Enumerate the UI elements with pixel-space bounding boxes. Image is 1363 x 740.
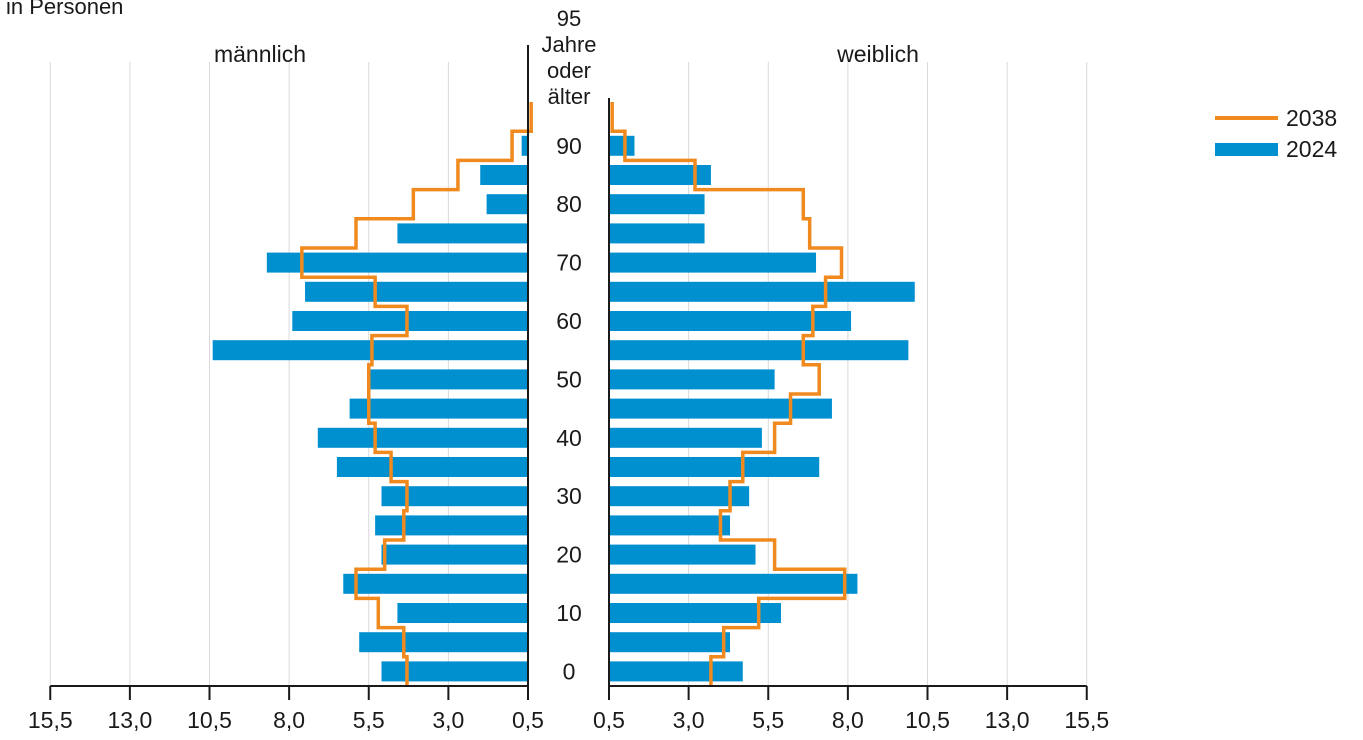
x-tick-label-female: 8,0 (832, 707, 864, 733)
bar-male-2024 (381, 486, 528, 507)
bar-male-2024 (480, 165, 528, 185)
bar-male-2024 (305, 281, 528, 302)
x-tick-label-male: 8,0 (273, 707, 305, 733)
bar-male-2024 (486, 194, 528, 215)
age-top-label-line: Jahre (541, 32, 596, 57)
age-tick-label: 50 (556, 366, 582, 392)
x-tick-label-male: 15,5 (28, 707, 73, 733)
bar-female-2024 (609, 165, 711, 185)
label-male: männlich (214, 41, 306, 67)
bar-female-2024 (609, 369, 775, 390)
legend-swatch-2024 (1215, 143, 1278, 156)
x-tick-labels: 0,5 0,5 3,0 3,0 5,5 5,5 8,0 8,0 10,5 10,5 13,0 13,0… (28, 707, 1109, 733)
bar-female-2024 (609, 427, 762, 448)
bar-female-2024 (609, 194, 705, 215)
bar-female-2024 (609, 281, 915, 302)
age-tick-label: 40 (556, 425, 582, 451)
bar-male-2024 (266, 252, 528, 273)
age-tick-label: 80 (556, 191, 582, 217)
bar-male-2024 (343, 573, 528, 594)
x-tick-label-female: 3,0 (673, 707, 705, 733)
bar-female-2024 (609, 486, 750, 507)
x-tick-label-female: 5,5 (752, 707, 784, 733)
bar-male-2024 (375, 515, 528, 536)
x-tick-label-male: 3,0 (432, 707, 464, 733)
x-tick-label-male: 10,5 (187, 707, 232, 733)
bar-male-2024 (381, 661, 528, 682)
bar-female-2024 (609, 252, 817, 273)
lines-2038 (300, 102, 847, 686)
axes (49, 45, 1088, 700)
age-tick-label: 10 (556, 600, 582, 626)
x-tick-label-male: 0,5 (512, 707, 544, 733)
bar-female-2024 (609, 457, 820, 477)
bar-male-2024 (336, 457, 528, 477)
x-tick-label-female: 13,0 (985, 707, 1030, 733)
bar-female-2024 (609, 340, 909, 361)
age-tick-label: 30 (556, 483, 582, 509)
age-top-label-line: älter (548, 84, 591, 109)
bar-male-2024 (397, 223, 528, 244)
line-female-2038 (610, 102, 847, 686)
age-tick-label: 60 (556, 308, 582, 334)
bar-male-2024 (381, 544, 528, 565)
bar-female-2024 (609, 661, 743, 682)
age-ticks: 0 10 20 30 40 50 60 70 80 90 (556, 133, 582, 685)
x-tick-label-female: 0,5 (593, 707, 625, 733)
x-tick-label-male: 13,0 (107, 707, 152, 733)
age-top-label: 95 Jahre oder älter (541, 6, 596, 109)
bar-female-2024 (609, 223, 705, 244)
bar-female-2024 (609, 515, 731, 536)
bar-female-2024 (609, 603, 781, 623)
bar-female-2024 (609, 573, 858, 594)
x-tick-label-female: 10,5 (905, 707, 950, 733)
age-tick-label: 90 (556, 133, 582, 159)
bar-female-2024 (609, 544, 756, 565)
age-top-label-line: oder (547, 58, 591, 83)
age-top-label-line: 95 (557, 6, 581, 31)
age-tick-label: 0 (563, 658, 576, 684)
age-tick-label: 70 (556, 250, 582, 276)
bar-male-2024 (397, 603, 528, 623)
bars-2024 (212, 135, 915, 682)
bar-female-2024 (609, 632, 731, 653)
line-male-2038 (300, 102, 533, 686)
bar-male-2024 (349, 398, 528, 419)
legend: 2038 2024 (1215, 105, 1337, 162)
bar-female-2024 (609, 398, 832, 419)
age-tick-label: 20 (556, 542, 582, 568)
bar-male-2024 (368, 369, 528, 390)
x-tick-label-male: 5,5 (353, 707, 385, 733)
chart-subtitle: in Personen (6, 0, 124, 19)
bar-male-2024 (359, 632, 528, 653)
bar-male-2024 (292, 311, 528, 331)
legend-label-2038: 2038 (1286, 105, 1337, 131)
bar-male-2024 (521, 135, 528, 156)
bar-female-2024 (609, 135, 635, 156)
x-tick-label-female: 15,5 (1064, 707, 1109, 733)
bar-female-2024 (609, 311, 852, 331)
label-female: weiblich (836, 41, 919, 67)
legend-label-2024: 2024 (1286, 136, 1337, 162)
bar-male-2024 (317, 427, 528, 448)
